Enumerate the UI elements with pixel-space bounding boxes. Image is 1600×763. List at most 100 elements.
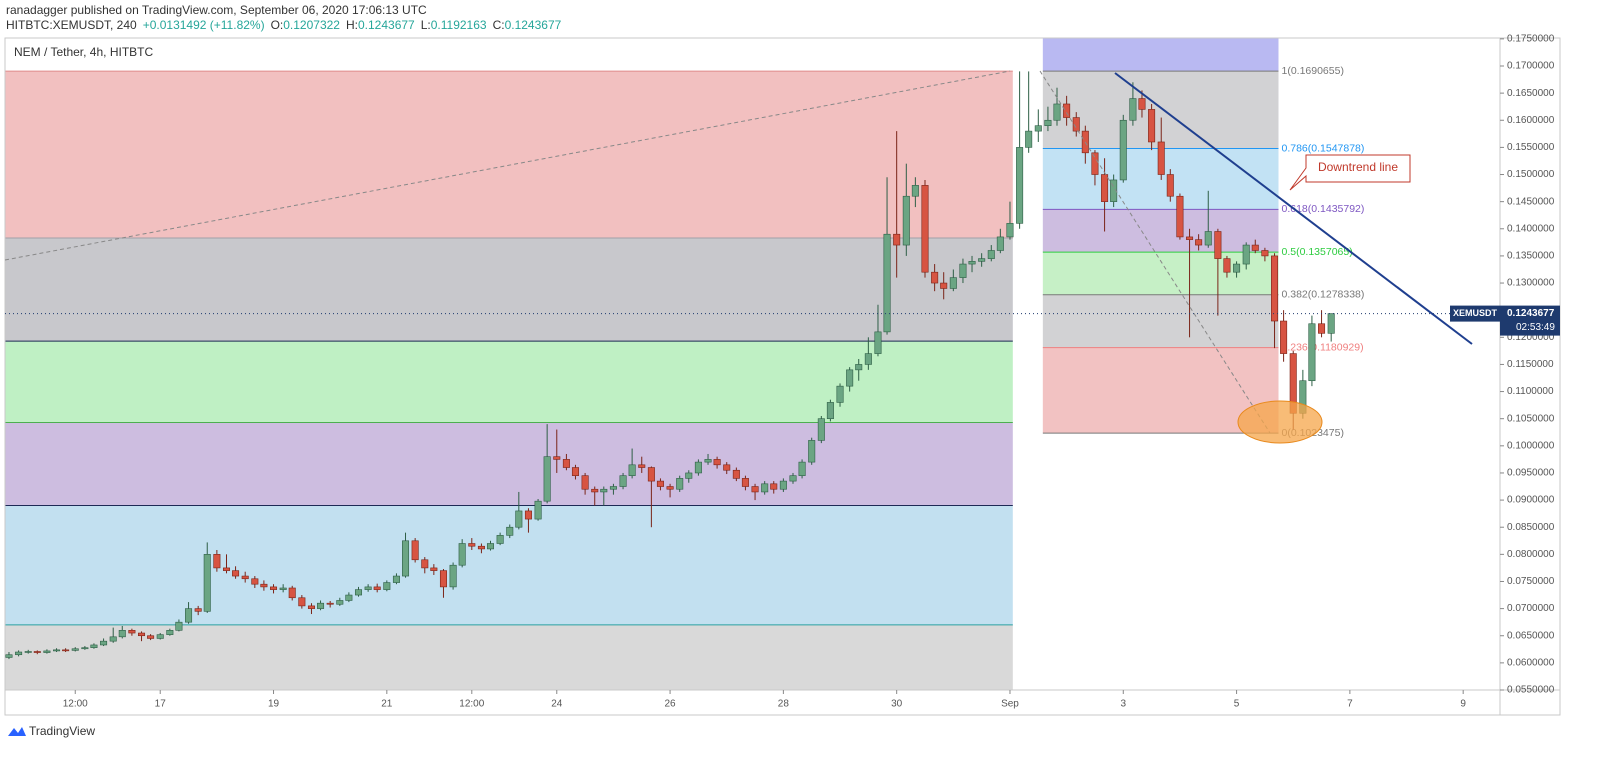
candle-body (685, 472, 693, 479)
candle-body (600, 488, 608, 493)
candle-body (553, 456, 561, 460)
fib-zones: 1(0.1690655) 0.786(0.1547878) 0.618(0.1435… (5, 38, 1364, 690)
candle-body (704, 459, 712, 463)
x-tick-label: 3 (1120, 699, 1126, 710)
x-tick-label: 26 (665, 699, 677, 710)
x-tick-label: 30 (891, 699, 903, 710)
callout-text: Downtrend line (1318, 160, 1398, 174)
y-tick-label: 0.1200000 (1507, 332, 1555, 343)
fib-zone (5, 624, 1013, 690)
candle-body (1214, 231, 1222, 259)
candle-body (156, 634, 164, 639)
footer-logo (8, 727, 26, 736)
candle-body (1119, 119, 1127, 181)
candle-body (751, 486, 759, 493)
candle-body (260, 583, 268, 588)
candle-body (430, 567, 438, 571)
candle-body (53, 649, 61, 652)
candle-body (855, 364, 863, 371)
candle-body (364, 586, 372, 590)
candle-body (128, 630, 136, 634)
y-tick-label: 0.1500000 (1507, 169, 1555, 180)
fib-level-label: 0.236(0.1180929) (1281, 341, 1363, 353)
ohlc-key: O: (271, 18, 284, 32)
candle-body (883, 233, 891, 333)
candle-body (1044, 119, 1052, 126)
y-tick-label: 0.1700000 (1507, 61, 1555, 72)
candle-body (836, 385, 844, 403)
candle-body (411, 540, 419, 561)
y-tick-label: 0.0750000 (1507, 576, 1555, 587)
x-tick-label: 28 (778, 699, 790, 710)
candle-body (1327, 313, 1335, 334)
candle-body (628, 464, 636, 476)
candle-body (638, 464, 646, 468)
candle-body (185, 608, 193, 623)
candle-body (317, 602, 325, 609)
y-tick-label: 0.1050000 (1507, 413, 1555, 424)
fib-zone (1042, 294, 1279, 348)
candle-body (203, 554, 211, 612)
candle-body (43, 650, 51, 653)
countdown: 02:53:49 (1516, 322, 1555, 333)
candle-body (1157, 141, 1165, 175)
candle-body (1223, 258, 1231, 273)
candle-body (571, 467, 579, 476)
candle-body (940, 282, 948, 289)
fib-zone (1042, 71, 1279, 149)
candle-body (987, 250, 995, 259)
candle-body (902, 195, 910, 246)
candle-body (345, 594, 353, 601)
last-price-value: 0.1243677 (1507, 308, 1555, 319)
ohlc-value: 0.1243677 (358, 18, 415, 32)
x-tick-label: 9 (1460, 699, 1466, 710)
chart-title: NEM / Tether, 4h, HITBTC (14, 45, 153, 59)
candle-body (1242, 244, 1250, 265)
candle-body (109, 636, 117, 642)
symbol-line: HITBTC:XEMUSDT, 240 +0.0131492 (+11.82%) O… (6, 18, 562, 32)
candle-body (5, 654, 13, 658)
x-tick-label: 5 (1234, 699, 1240, 710)
candle-body (1016, 147, 1024, 224)
candle-body (307, 605, 315, 609)
candle-body (1006, 223, 1014, 238)
x-tick-label: 19 (268, 699, 280, 710)
fib-zone (1042, 209, 1279, 253)
symbol: HITBTC:XEMUSDT, 240 (6, 18, 137, 32)
candle-body (496, 535, 504, 544)
candle-body (543, 456, 551, 502)
downtrend-line (1114, 72, 1473, 345)
candle-body (817, 418, 825, 441)
candle-body (118, 630, 126, 638)
candle-body (1195, 239, 1203, 246)
ohlc-value: 0.1243677 (505, 18, 562, 32)
y-tick-label: 0.1000000 (1507, 440, 1555, 451)
candle-body (732, 469, 740, 479)
candle-body (846, 369, 854, 387)
candle-body (1308, 323, 1316, 382)
candle-body (591, 488, 599, 493)
candle-body (71, 648, 79, 651)
candle-body (864, 353, 872, 365)
x-tick-label: 7 (1347, 699, 1353, 710)
change: +0.0131492 (+11.82%) (143, 18, 265, 32)
candle-body (279, 587, 287, 590)
fib-level-label: 0.618(0.1435792) (1281, 203, 1364, 215)
fib-level-label: 0.5(0.1357065) (1281, 246, 1352, 258)
candle-body (808, 440, 816, 463)
y-tick-label: 0.0900000 (1507, 495, 1555, 506)
candle-body (354, 589, 363, 596)
candle-body (326, 602, 334, 605)
callout-box (1289, 154, 1411, 191)
candle-body (222, 567, 231, 571)
candle-body (1204, 231, 1212, 246)
last-price-box (1500, 305, 1560, 336)
candle-body (458, 543, 466, 566)
candle-body (723, 464, 731, 471)
candle-body (373, 586, 381, 590)
fib-level-label: 0.786(0.1547878) (1281, 142, 1364, 154)
y-tick-label: 0.0700000 (1507, 603, 1555, 614)
candle-body (949, 277, 957, 289)
candle-body (147, 635, 155, 639)
candle-body (1148, 109, 1156, 143)
